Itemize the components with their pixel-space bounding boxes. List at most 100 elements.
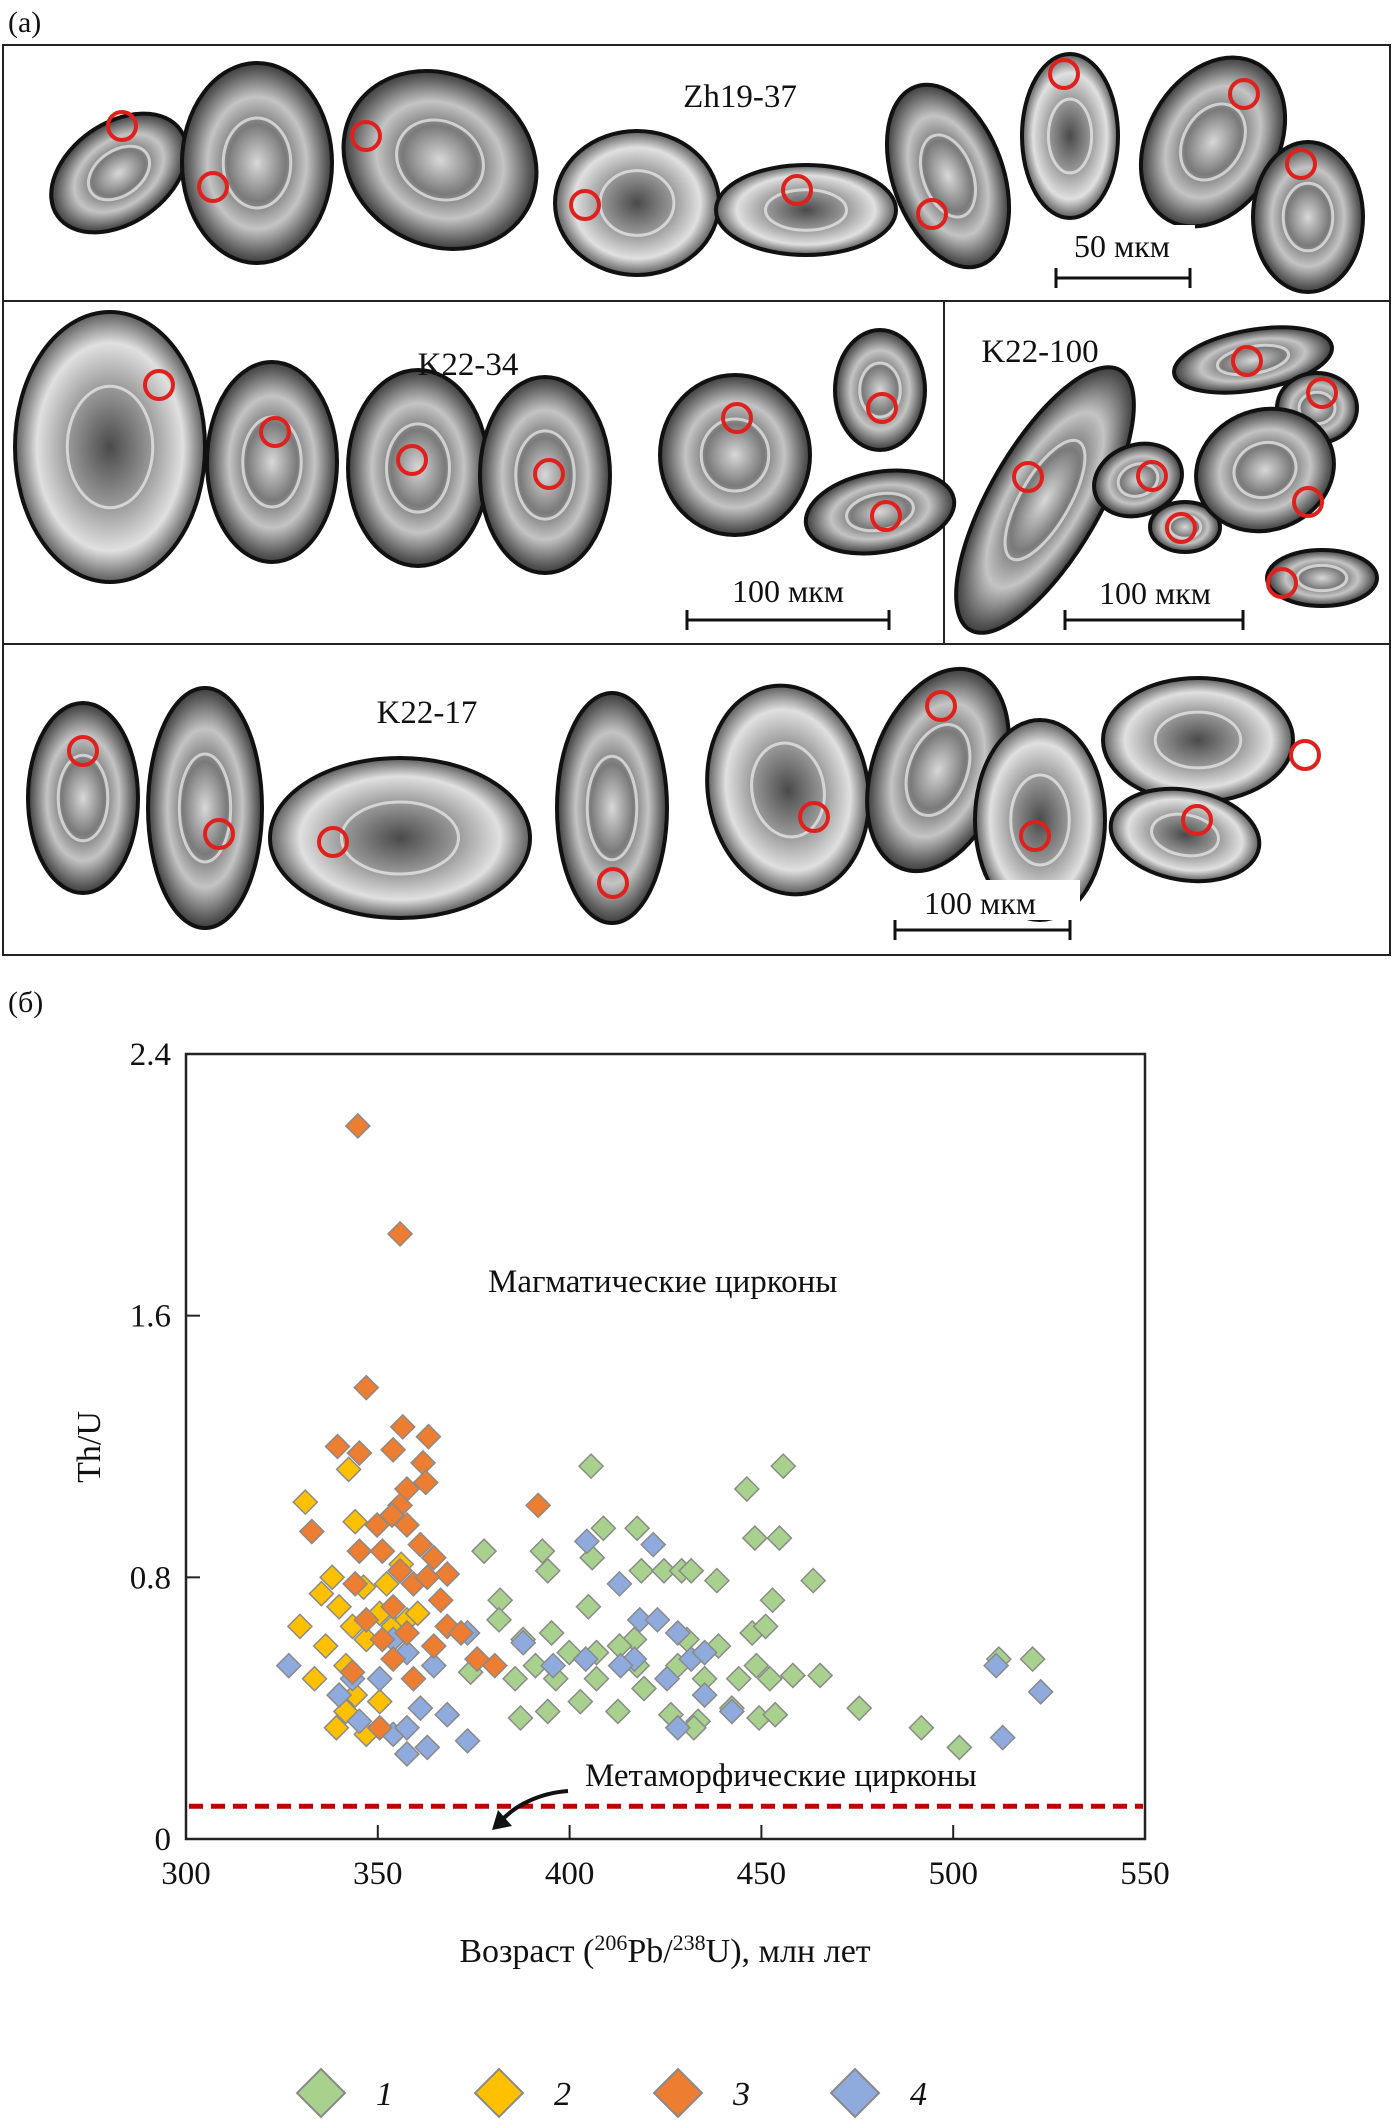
growth-zoning (385, 422, 451, 514)
data-point-series-1 (485, 1606, 513, 1633)
data-point-series-1 (457, 1659, 484, 1686)
data-point-series-4 (1027, 1678, 1054, 1705)
growth-zoning (1295, 563, 1349, 593)
data-point-series-1 (650, 1557, 678, 1584)
analysis-spot-marker (569, 189, 601, 221)
panel-a-frame (2, 44, 1391, 956)
data-point-series-1 (725, 1665, 752, 1692)
data-point-series-4 (420, 1652, 447, 1679)
data-point-series-3 (378, 1502, 406, 1529)
data-point-series-4 (989, 1724, 1016, 1751)
data-point-series-4 (434, 1701, 461, 1728)
data-point-series-1 (766, 1525, 793, 1552)
zircon-grain-image (803, 468, 957, 556)
zircon-grain-image (884, 82, 1012, 270)
growth-zoning (395, 118, 485, 202)
data-point-series-1 (579, 1544, 606, 1571)
data-point-series-3 (420, 1544, 447, 1571)
zircon-grain-image (555, 691, 669, 925)
data-point-series-1 (739, 1619, 766, 1647)
analysis-spot-marker (533, 458, 565, 490)
data-point-series-2 (353, 1721, 380, 1748)
data-point-series-2 (380, 1613, 407, 1640)
growth-zoning (1153, 710, 1243, 770)
axis-tick-labels: 300 350 400 450 500 550 0 0.8 1.6 2.4 (130, 1037, 1170, 1892)
growth-zoning (1046, 97, 1094, 175)
data-point-series-2 (286, 1613, 313, 1640)
legend-label-series-1: 1 (376, 2076, 393, 2113)
data-point-series-4 (607, 1652, 634, 1679)
arrow-icon (492, 1789, 569, 1830)
data-point-series-3 (369, 1626, 396, 1653)
analysis-spot-marker (1012, 461, 1044, 493)
analysis-spot-marker (798, 801, 830, 833)
scale-bar-k22-100: 100 мкм (1063, 572, 1245, 630)
data-point-series-1 (630, 1675, 658, 1702)
data-point-series-1 (846, 1695, 873, 1722)
analysis-spot-marker (781, 174, 813, 206)
analysis-spots (67, 58, 1338, 899)
legend-marker-series-3 (652, 2067, 704, 2119)
data-point-series-2 (292, 1489, 319, 1516)
growth-zoning (1150, 812, 1220, 858)
data-point-series-2 (353, 1626, 380, 1653)
data-point-series-1 (657, 1701, 684, 1728)
analysis-spot-marker (350, 120, 382, 152)
data-point-series-3 (400, 1665, 427, 1692)
data-point-series-4 (346, 1708, 373, 1735)
zircon-grain-image (1108, 786, 1262, 884)
zircon-grain-image (346, 368, 490, 568)
data-point-series-1 (800, 1567, 827, 1594)
y-tick-label: 0.8 (130, 1560, 171, 1596)
data-point-series-3 (525, 1492, 552, 1519)
data-point-series-1 (556, 1639, 583, 1666)
data-point-series-4 (678, 1646, 705, 1673)
data-point-series-4 (464, 1646, 491, 1673)
zircon-grain-image (954, 365, 1136, 635)
data-point-series-4 (407, 1695, 434, 1722)
data-point-series-3 (298, 1518, 325, 1545)
data-point-series-1 (470, 1538, 498, 1565)
data-point-series-3 (414, 1564, 441, 1591)
data-point-series-1 (673, 1626, 701, 1653)
data-point-series-1 (668, 1557, 695, 1584)
data-point-series-2 (319, 1564, 346, 1591)
data-point-series-1 (762, 1701, 789, 1728)
data-point-series-1 (705, 1632, 732, 1660)
data-points (275, 1112, 1054, 1768)
data-point-series-3 (389, 1413, 416, 1440)
sample-label-k22-100: K22-100 (981, 334, 1098, 370)
zircon-grain-image (1194, 406, 1336, 534)
data-point-series-3 (386, 1492, 414, 1519)
panel-a-label: (a) (8, 6, 41, 39)
zircon-grain-image (1251, 140, 1365, 294)
growth-zoning (56, 753, 110, 843)
data-point-series-4 (644, 1606, 671, 1633)
data-point-series-3 (464, 1646, 491, 1673)
zircon-grain-image (49, 111, 189, 235)
plot-area (184, 1052, 1147, 1841)
data-point-series-1 (985, 1646, 1012, 1673)
data-point-series-1 (741, 1525, 768, 1552)
data-point-series-4 (653, 1665, 681, 1692)
data-point-series-3 (407, 1531, 434, 1558)
data-point-series-4 (572, 1646, 599, 1673)
data-point-series-1 (664, 1652, 691, 1679)
x-tick-label: 400 (545, 1856, 595, 1892)
data-point-series-4 (275, 1652, 302, 1679)
data-point-series-1 (621, 1626, 648, 1653)
data-point-series-4 (983, 1652, 1010, 1679)
growth-zoning (919, 133, 977, 219)
zircon-grains (13, 52, 1379, 930)
data-point-series-1 (624, 1515, 651, 1542)
growth-zoning (699, 417, 771, 493)
data-point-series-1 (807, 1662, 834, 1689)
analysis-spot-marker (916, 198, 948, 230)
data-point-series-2 (335, 1456, 362, 1483)
data-point-series-2 (323, 1714, 350, 1741)
data-point-series-4 (393, 1714, 421, 1741)
data-point-series-3 (353, 1374, 380, 1401)
data-point-series-4 (454, 1727, 481, 1754)
data-point-series-1 (743, 1652, 770, 1679)
annotation-magmatic: Магматические цирконы (488, 1264, 837, 1300)
